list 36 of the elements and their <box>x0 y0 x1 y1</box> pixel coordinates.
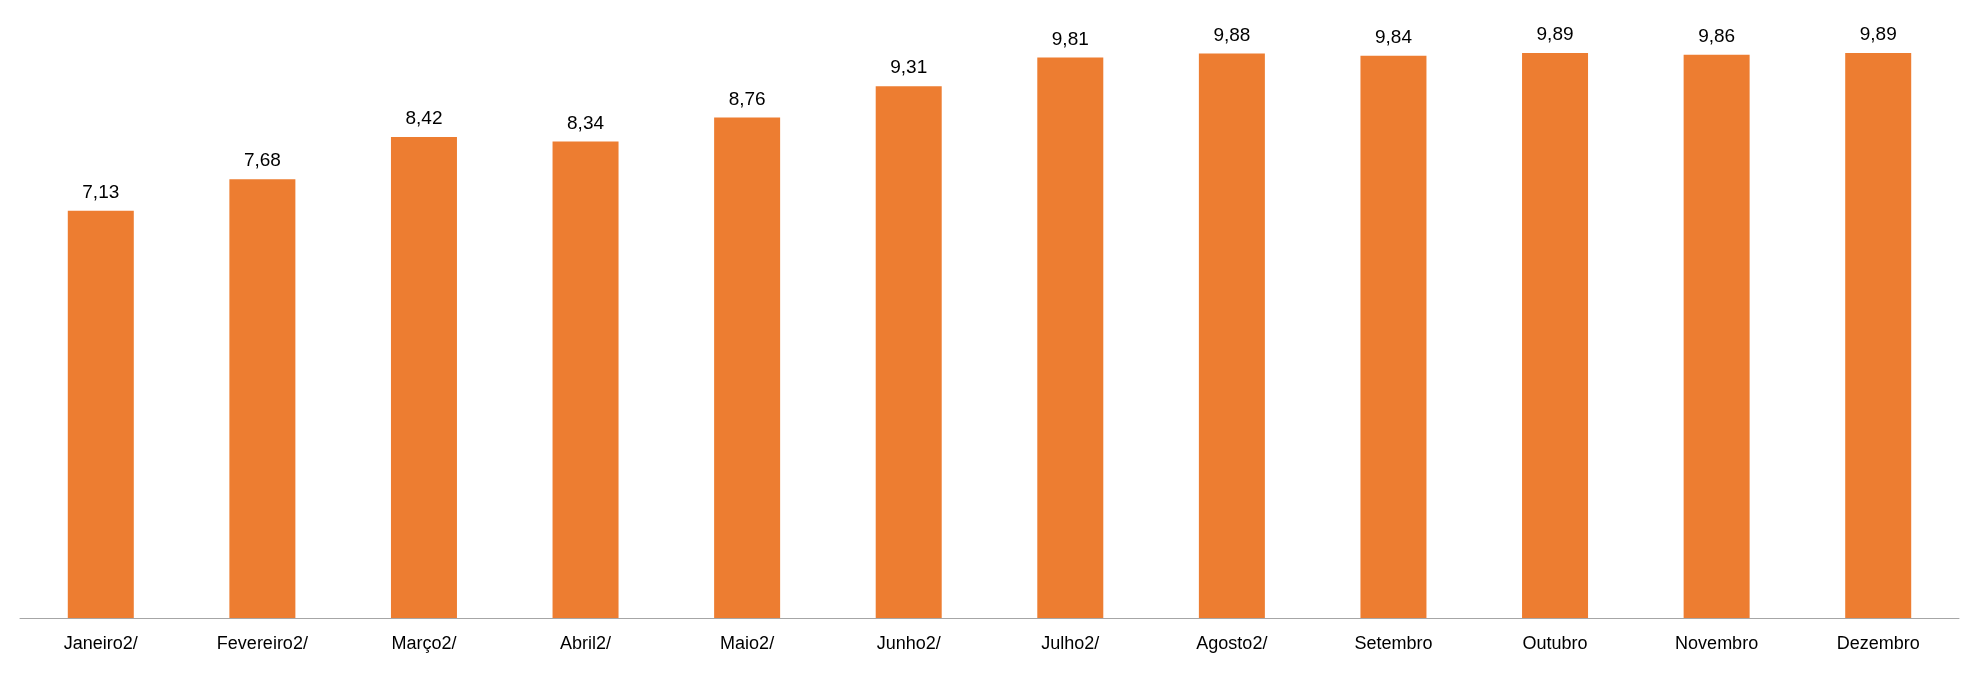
bar <box>229 179 296 618</box>
x-tick-label: Janeiro2/ <box>63 633 138 653</box>
bar <box>552 141 619 618</box>
data-label: 9,89 <box>1859 23 1897 44</box>
data-label: 8,34 <box>567 111 605 133</box>
bar <box>1360 55 1427 618</box>
data-label: 9,89 <box>1536 23 1574 44</box>
bar <box>1037 57 1104 618</box>
data-label: 9,31 <box>890 56 928 78</box>
bar <box>1683 54 1750 618</box>
data-label: 8,76 <box>728 87 766 109</box>
bar <box>1198 53 1265 618</box>
x-tick-label: Fevereiro2/ <box>216 633 308 653</box>
bar <box>875 86 942 618</box>
x-tick-label: Agosto2/ <box>1196 633 1268 653</box>
x-tick-label: Junho2/ <box>876 633 941 653</box>
data-label: 8,42 <box>405 106 443 128</box>
data-label: 7,13 <box>82 180 120 202</box>
x-tick-label: Outubro <box>1522 633 1588 653</box>
data-label: 9,88 <box>1213 23 1251 45</box>
bar <box>390 136 457 618</box>
bar <box>1845 53 1912 618</box>
x-tick-label: Abril2/ <box>560 633 612 653</box>
x-tick-label: Dezembro <box>1836 633 1920 653</box>
bar <box>1522 53 1589 618</box>
data-label: 7,68 <box>243 149 281 171</box>
x-tick-label: Maio2/ <box>720 633 775 653</box>
x-tick-label: Julho2/ <box>1041 633 1100 653</box>
x-tick-label: Março2/ <box>391 633 457 653</box>
data-label: 9,84 <box>1374 25 1413 47</box>
data-label: 9,86 <box>1698 24 1736 46</box>
x-tick-label: Setembro <box>1354 633 1433 653</box>
x-tick-label: Novembro <box>1675 633 1759 653</box>
data-label: 9,81 <box>1051 27 1089 49</box>
bar <box>714 117 781 618</box>
bar <box>67 210 134 618</box>
